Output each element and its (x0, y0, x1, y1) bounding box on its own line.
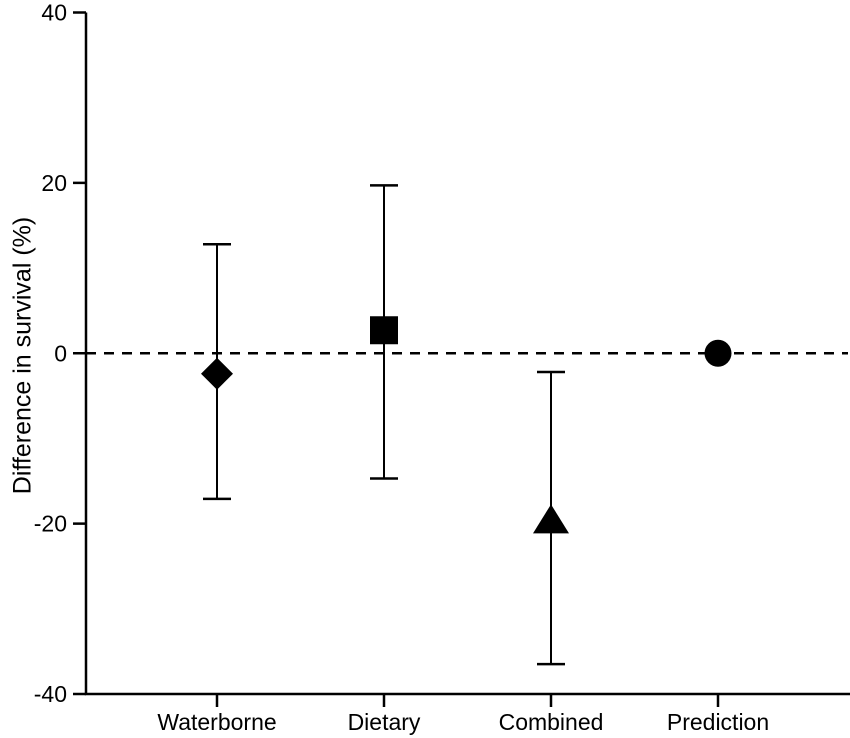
y-tick-label: -20 (34, 511, 67, 537)
x-axis-label-waterborne: Waterborne (157, 709, 276, 735)
marker-prediction (704, 339, 732, 367)
y-axis-title: Difference in survival (%) (8, 216, 37, 495)
x-axis-label-prediction: Prediction (667, 709, 769, 735)
x-axis-label-dietary: Dietary (348, 709, 421, 735)
marker-dietary (370, 316, 398, 345)
y-tick-label: -40 (34, 681, 67, 707)
marker-waterborne (201, 357, 233, 390)
y-tick-label: 0 (54, 340, 67, 366)
y-tick-label: 40 (41, 0, 67, 26)
x-axis-label-combined: Combined (499, 709, 604, 735)
marker-combined (533, 504, 569, 534)
y-tick-label: 20 (41, 170, 67, 196)
